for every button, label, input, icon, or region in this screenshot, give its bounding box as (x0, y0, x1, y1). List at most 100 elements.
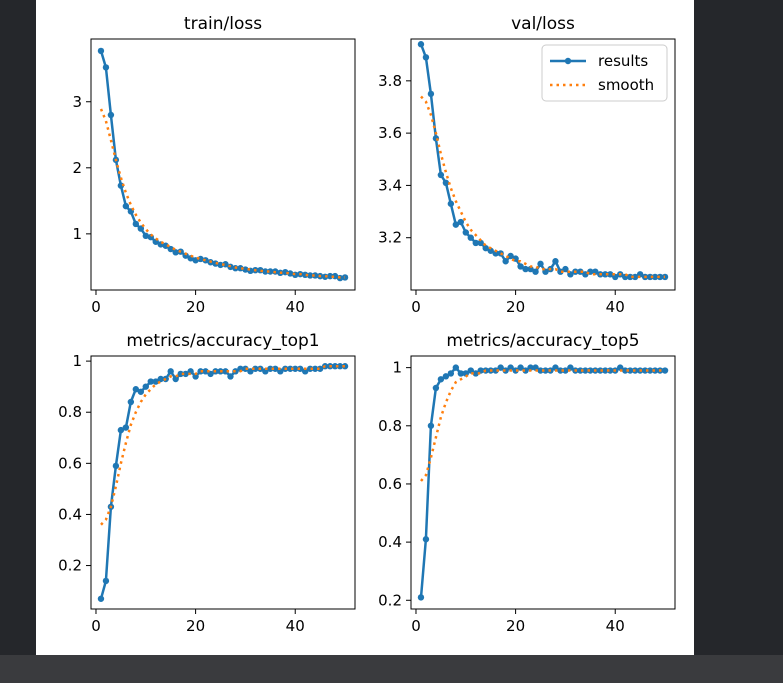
data-point (202, 368, 209, 375)
data-point (122, 202, 130, 210)
y-tick-label: 0.8 (58, 403, 82, 421)
data-point (467, 367, 474, 374)
data-point (646, 273, 654, 281)
data-point (137, 388, 145, 395)
data-point (422, 54, 430, 61)
data-point (217, 261, 224, 269)
data-point (537, 260, 544, 268)
data-point (117, 426, 125, 434)
data-point (311, 365, 319, 372)
data-point (542, 367, 549, 374)
data-point (247, 368, 254, 375)
data-point (267, 268, 274, 275)
data-point (162, 242, 169, 249)
data-point (607, 271, 614, 278)
results-figure: train/loss 0 20 40 1 2 3 val/loss 0 20 40 3.2 3.4 3.6… (58, 14, 676, 635)
subplot-2: metrics/accuracy_top1 0 20 40 0.2 0.4 0.6 0.8 1 (58, 331, 356, 635)
data-point (222, 368, 229, 375)
data-point (167, 245, 174, 253)
data-point (457, 218, 465, 226)
data-point (492, 367, 499, 374)
data-point (651, 273, 659, 281)
data-point (132, 220, 140, 228)
data-point (142, 232, 149, 240)
series-line-smooth (420, 369, 665, 482)
data-point (437, 171, 445, 179)
data-point (97, 47, 105, 55)
data-point (157, 375, 164, 383)
data-point (336, 363, 344, 370)
data-point (557, 367, 564, 374)
data-point (467, 234, 474, 241)
data-point (522, 367, 529, 374)
subplot-title: metrics/accuracy_top5 (446, 331, 639, 351)
series-line-results (99, 50, 346, 280)
x-tick-label: 20 (186, 298, 205, 316)
axes-frame (90, 38, 356, 291)
data-point (102, 64, 110, 71)
data-point (641, 367, 649, 374)
figure-canvas: train/loss 0 20 40 1 2 3 val/loss 0 20 40 3.2 3.4 3.6… (36, 0, 694, 655)
data-point (532, 364, 539, 371)
data-point (287, 365, 294, 372)
x-tick-label: 0 (91, 298, 101, 316)
y-tick-label: 3.6 (378, 124, 402, 142)
series-line-results (99, 364, 345, 600)
legend-box (541, 44, 668, 102)
data-point (517, 263, 524, 270)
x-tick-label: 40 (606, 617, 625, 635)
data-point (577, 367, 584, 374)
y-tick-label: 0.2 (58, 557, 82, 575)
data-point (97, 595, 105, 602)
data-point (522, 265, 529, 273)
data-point (237, 265, 244, 272)
data-point (242, 266, 249, 273)
data-point (577, 268, 584, 275)
data-point (107, 111, 115, 119)
data-point (527, 364, 534, 371)
y-tick-label: 0.2 (378, 591, 402, 609)
bottom-status-bar (0, 655, 783, 683)
data-point (267, 365, 274, 372)
data-point (422, 536, 430, 543)
data-point (462, 229, 469, 236)
data-point (112, 462, 120, 470)
data-point (557, 268, 564, 275)
y-tick-label: 0.4 (58, 505, 82, 523)
data-point (137, 225, 145, 232)
data-point (477, 239, 484, 247)
data-point (427, 422, 435, 429)
data-point (442, 373, 450, 380)
data-point (432, 384, 440, 392)
data-point (497, 364, 504, 371)
data-point (147, 378, 154, 385)
x-tick-label: 0 (91, 617, 101, 635)
data-point (492, 250, 499, 257)
data-point (306, 272, 314, 279)
data-point (122, 424, 130, 431)
series-line-smooth (100, 364, 345, 526)
x-tick-label: 0 (411, 298, 421, 316)
data-point (552, 364, 559, 371)
data-point (582, 367, 589, 374)
data-point (331, 363, 339, 370)
data-point (477, 367, 484, 374)
data-point (172, 375, 179, 383)
data-point (502, 258, 509, 265)
subplot-0: train/loss 0 20 40 1 2 3 (72, 14, 356, 316)
data-point (132, 386, 140, 393)
data-point (602, 367, 609, 374)
y-tick-label: 2 (72, 159, 82, 177)
data-point (457, 370, 465, 377)
x-tick-label: 20 (186, 617, 205, 635)
data-point (152, 378, 159, 385)
data-point (567, 364, 574, 371)
axes-frame (410, 38, 676, 291)
y-tick-label: 0.6 (58, 454, 82, 472)
legend-label-results: results (598, 52, 648, 70)
y-tick-label: 0.6 (378, 475, 402, 493)
y-tick-label: 1 (72, 225, 82, 243)
data-point (537, 367, 544, 374)
data-point (507, 364, 514, 371)
y-tick-label: 0.8 (378, 417, 402, 435)
